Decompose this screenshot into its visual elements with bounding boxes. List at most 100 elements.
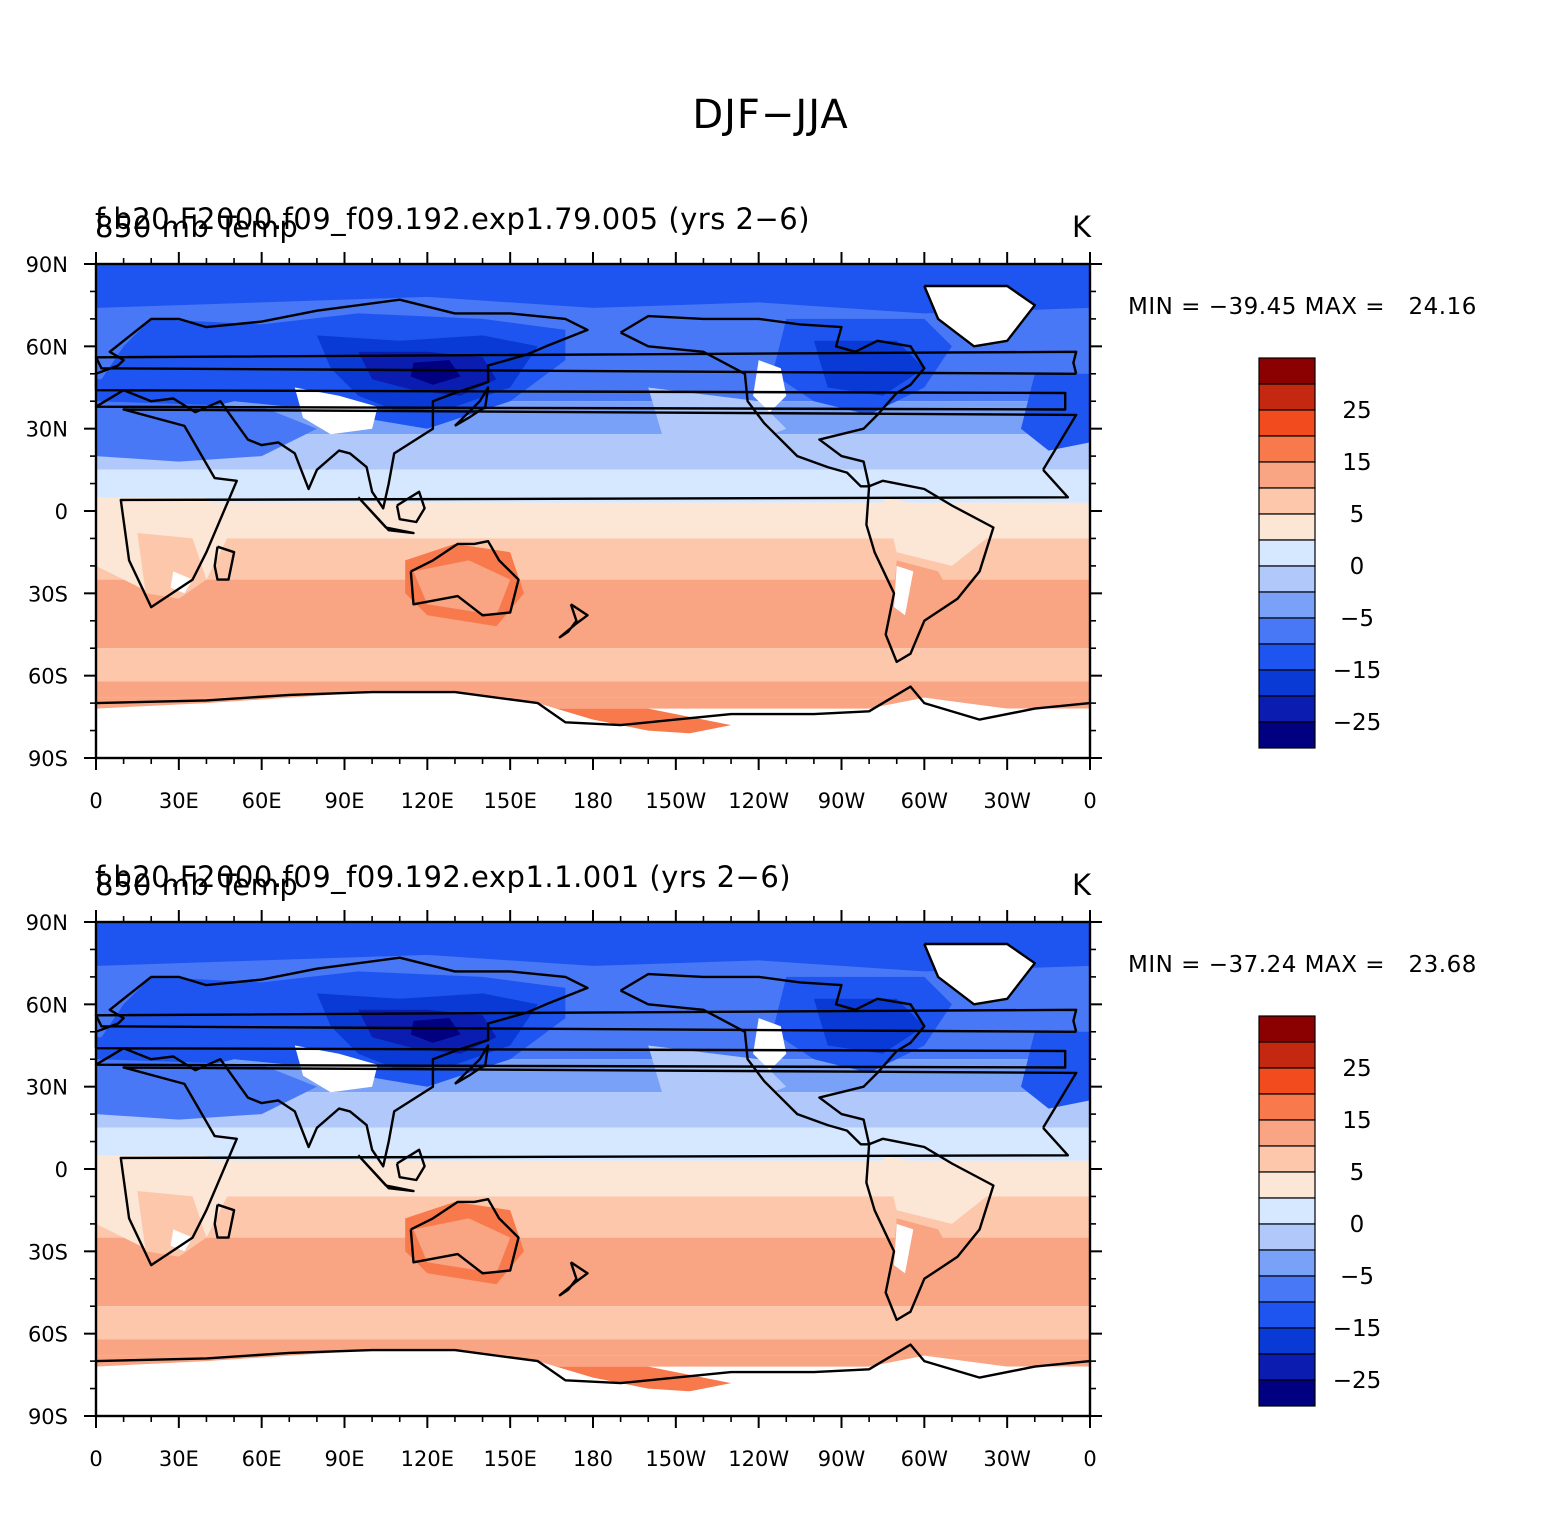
coastline (213, 545, 236, 581)
contour-region (882, 1155, 994, 1224)
colorbar-box (1258, 357, 1316, 385)
colorbar-box (1258, 539, 1316, 567)
contour-band (96, 469, 1090, 503)
contour-band (96, 922, 1090, 950)
colorbar-box (1258, 1353, 1316, 1381)
case-name: f.b20.F2000.f09_f09.192.exp1.1.001 (yrs … (95, 860, 792, 894)
colorbar-label: 15 (1342, 450, 1371, 476)
contour-region (96, 286, 1090, 314)
coastline (95, 685, 1091, 727)
colorbar-label: 15 (1342, 1108, 1371, 1134)
lat-tick-label: 90S (28, 1405, 68, 1429)
lat-tick-label: 30N (26, 418, 68, 442)
temperature-map: 90N 60N 30N 0 30S 60S 90S 0 30E 60E 90E 120E 150E 180… (26, 252, 1382, 813)
variable-name: 850 mb Temp (95, 210, 299, 244)
coastline (94, 350, 1078, 375)
contour-band (96, 579, 1090, 649)
colorbar-box (1258, 1223, 1316, 1251)
lon-tick-label: 150W (645, 1447, 706, 1471)
contour-band (96, 1127, 1090, 1161)
lon-tick-label: 30E (159, 789, 199, 813)
map-panel-top: f.b20.F2000.f09_f09.192.exp1.79.005 (yrs… (0, 200, 1541, 860)
lon-tick-label: 60W (901, 1447, 949, 1471)
colorbar-label: −15 (1333, 1316, 1382, 1342)
lat-tick-label: 90S (28, 747, 68, 771)
colorbar-box (1258, 513, 1316, 541)
colorbar-box (1258, 1119, 1316, 1147)
colorbar-box (1258, 1301, 1316, 1329)
coastline (923, 942, 1036, 1006)
coastline (357, 496, 415, 535)
coastline (454, 1044, 490, 1085)
colorbar-box (1258, 591, 1316, 619)
colorbar-box (1258, 435, 1316, 463)
lon-tick-label: 180 (573, 789, 613, 813)
missing-data-region (96, 692, 1090, 758)
lat-tick-label: 30N (26, 1076, 68, 1100)
coastline (865, 1137, 995, 1322)
case-name: f.b20.F2000.f09_f09.192.exp1.79.005 (yrs… (95, 202, 811, 236)
missing-data-region (170, 571, 193, 594)
contour-fill (96, 922, 1090, 1416)
lon-tick-label: 30W (983, 1447, 1031, 1471)
coastline (94, 298, 1067, 510)
colorbar-box (1258, 1327, 1316, 1355)
lat-tick-label: 60N (26, 335, 68, 359)
colorbar-box (1258, 721, 1316, 749)
coastline (357, 1154, 415, 1193)
coastline (865, 479, 995, 664)
lon-tick-label: 90E (325, 789, 365, 813)
lat-tick-label: 30S (28, 582, 68, 606)
colorbar-label: 25 (1342, 1056, 1371, 1082)
lon-tick-label: 180 (573, 1447, 613, 1471)
colorbar-label: −15 (1333, 658, 1382, 684)
colorbar-box (1258, 1197, 1316, 1225)
lon-tick-label: 0 (1083, 789, 1096, 813)
variable-name: 850 mb Temp (95, 868, 299, 902)
min-max-label: MIN = −37.24 MAX = 23.68 (1128, 952, 1477, 978)
colorbar-box (1258, 617, 1316, 645)
lon-tick-label: 30E (159, 1447, 199, 1471)
lat-tick-label: 60S (28, 665, 68, 689)
colorbar-box (1258, 669, 1316, 697)
lon-tick-label: 90E (325, 1447, 365, 1471)
colorbar-box (1258, 1015, 1316, 1043)
colorbar: 25 15 5 0 −5 −15 −25 (1258, 1015, 1382, 1407)
contour-band (96, 538, 1090, 580)
lon-tick-label: 60W (901, 789, 949, 813)
coastline (409, 1198, 520, 1275)
lon-tick-label: 150E (483, 789, 536, 813)
lon-tick-label: 90W (818, 789, 866, 813)
coastline (395, 1148, 426, 1182)
lat-tick-label: 0 (55, 500, 68, 524)
colorbar-box (1258, 1249, 1316, 1277)
coastline (119, 1066, 1078, 1267)
colorbar-label: −5 (1340, 1264, 1374, 1290)
coastline (923, 284, 1036, 348)
colorbar-box (1258, 461, 1316, 489)
contour-region (410, 360, 461, 385)
colorbar: 25 15 5 0 −5 −15 −25 (1258, 357, 1382, 749)
lon-tick-label: 0 (1083, 1447, 1096, 1471)
colorbar-box (1258, 1041, 1316, 1069)
missing-data-region (96, 1350, 1090, 1416)
lat-tick-label: 0 (55, 1158, 68, 1182)
coastline (619, 314, 926, 488)
units-label: K (1072, 868, 1092, 902)
contour-region (813, 998, 925, 1054)
lon-tick-label: 150E (483, 1447, 536, 1471)
coastlines (94, 942, 1091, 1385)
lon-tick-label: 120W (728, 1447, 789, 1471)
min-max-label: MIN = −39.45 MAX = 24.16 (1128, 294, 1477, 320)
coastline (119, 408, 1078, 609)
colorbar-box (1258, 695, 1316, 723)
colorbar-label: −25 (1333, 1368, 1382, 1394)
contour-band (96, 681, 1090, 698)
colorbar-box (1258, 565, 1316, 593)
lat-tick-label: 60S (28, 1323, 68, 1347)
lon-tick-label: 0 (89, 789, 102, 813)
contour-region (413, 1218, 511, 1274)
contour-region (410, 1018, 461, 1043)
lat-tick-label: 90N (26, 911, 68, 935)
lon-tick-label: 60E (242, 789, 282, 813)
